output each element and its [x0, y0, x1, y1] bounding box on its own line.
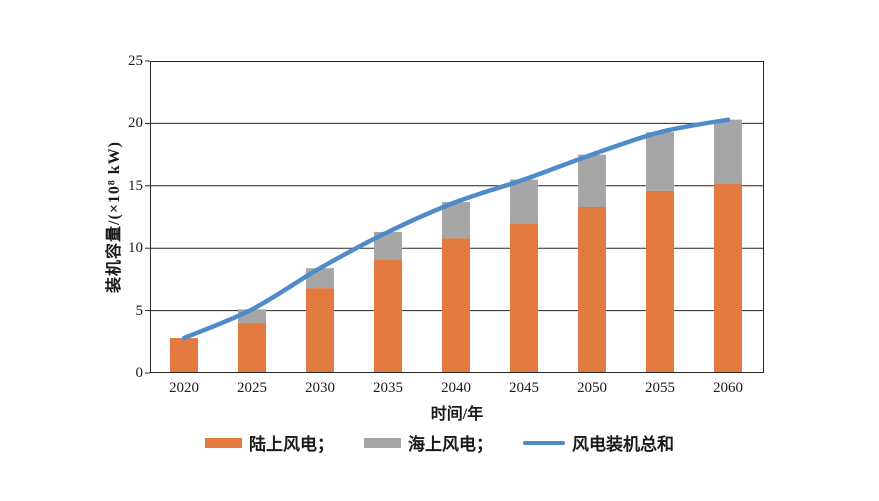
- y-axis-title: 装机容量/(×10⁸ kW): [106, 141, 123, 293]
- bar-segment-offshore: [714, 119, 742, 184]
- legend-line-swatch: [523, 440, 565, 445]
- chart-canvas: [145, 60, 764, 374]
- y-tick-label: 20: [128, 115, 143, 132]
- bar-segment-onshore: [714, 183, 742, 373]
- y-tick-label: 10: [128, 240, 143, 257]
- x-tick-label: 2020: [169, 380, 199, 396]
- x-tick-label: 2060: [713, 380, 743, 396]
- bar-segment-onshore: [646, 190, 674, 373]
- y-tick-label: 25: [128, 53, 143, 69]
- bar-segment-onshore: [170, 338, 198, 373]
- bar-segment-onshore: [306, 288, 334, 373]
- total-line: [181, 117, 731, 341]
- legend-label: 陆上风电；: [249, 435, 334, 454]
- bar-segment-onshore: [578, 207, 606, 373]
- bar-segment-onshore: [442, 238, 470, 373]
- x-tick-label: 2055: [645, 380, 675, 396]
- bar-segment-onshore: [374, 259, 402, 373]
- bar-segment-onshore: [510, 223, 538, 373]
- y-tick-label: 15: [128, 177, 143, 194]
- y-tick-label: 5: [135, 302, 144, 319]
- legend-label: 海上风电；: [408, 435, 493, 454]
- plot-area: [145, 60, 764, 374]
- legend-label: 风电装机总和: [572, 435, 674, 454]
- legend-box-swatch: [364, 437, 401, 448]
- x-tick-label: 2050: [577, 380, 607, 396]
- x-tick-label: 2030: [305, 380, 335, 396]
- bar-segment-onshore: [238, 323, 266, 373]
- legend-item: 海上风电；: [364, 430, 493, 455]
- legend-item: 风电装机总和: [523, 430, 674, 455]
- legend-item: 陆上风电；: [205, 430, 334, 455]
- bar-segment-offshore: [578, 154, 606, 208]
- bar-segment-offshore: [306, 268, 334, 289]
- x-tick-label: 2035: [373, 380, 403, 396]
- y-tick-label: 0: [135, 365, 144, 381]
- x-tick-label: 2025: [237, 380, 267, 396]
- x-axis-title: 时间/年: [430, 406, 484, 423]
- legend: 陆上风电； 海上风电； 风电装机总和: [0, 430, 879, 455]
- plot-frame: [150, 61, 764, 373]
- x-tick-label: 2040: [441, 380, 471, 396]
- bar-segment-offshore: [646, 132, 674, 191]
- bar-segment-offshore: [510, 179, 538, 224]
- x-tick-label: 2045: [509, 380, 539, 396]
- legend-box-swatch: [205, 437, 242, 448]
